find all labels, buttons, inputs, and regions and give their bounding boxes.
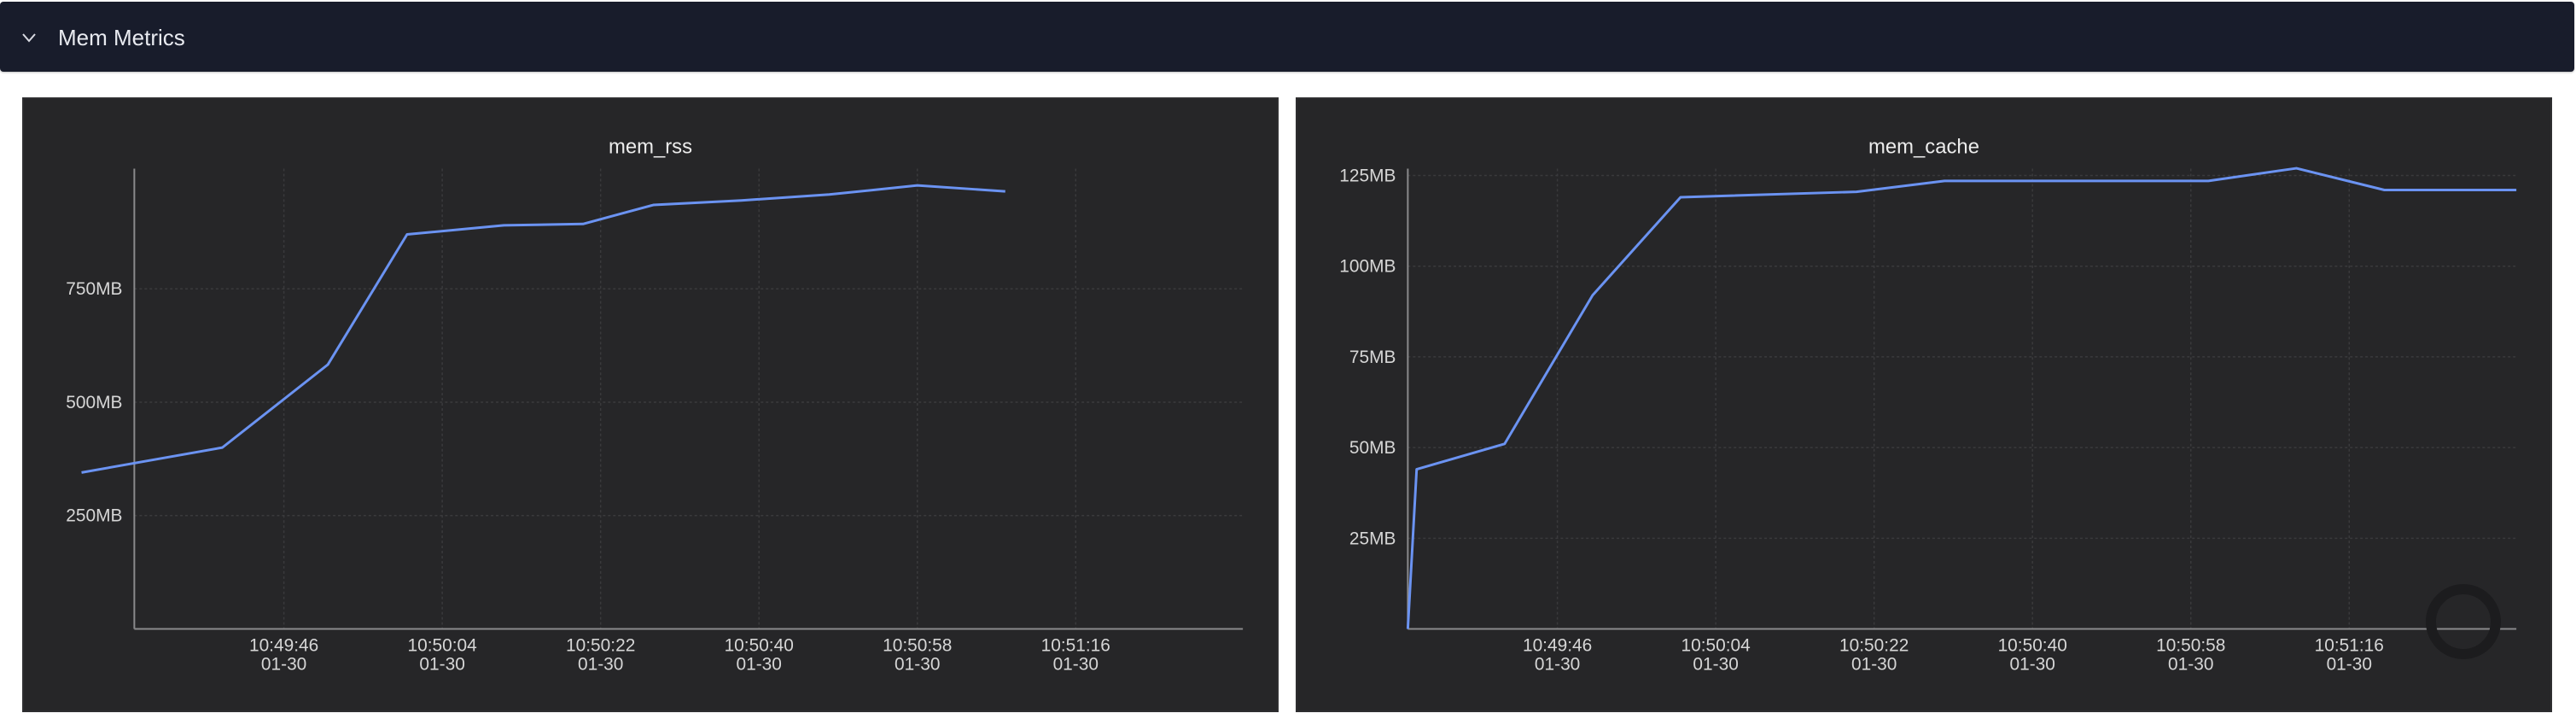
x-tick-label: 10:50:22 01-30 xyxy=(566,635,635,674)
chart-panel-mem-rss: mem_rss 250MB 500MB 750MB 10:49:46 01-30 10:50… xyxy=(22,97,1279,712)
y-tick-label: 75MB xyxy=(1349,348,1396,367)
y-tick-label: 50MB xyxy=(1349,438,1396,458)
chart-panel-mem-cache: mem_cache 25MB 50MB 75MB 100MB 125MB 10:49:46 0… xyxy=(1296,97,2552,712)
loading-spinner-icon xyxy=(2426,584,2501,659)
chart-title: mem_cache xyxy=(1868,136,1979,159)
series-line xyxy=(1406,167,2517,629)
x-tick-label: 10:50:58 01-30 xyxy=(2156,635,2225,674)
x-tick-label: 10:49:46 01-30 xyxy=(249,635,318,674)
section-title: Mem Metrics xyxy=(58,25,185,50)
series-line xyxy=(81,184,1005,474)
y-tick-label: 125MB xyxy=(1339,166,1396,185)
x-tick-label: 10:50:58 01-30 xyxy=(883,635,952,674)
x-tick-label: 10:50:04 01-30 xyxy=(408,635,477,674)
x-tick-label: 10:50:04 01-30 xyxy=(1681,635,1751,674)
y-tick-label: 25MB xyxy=(1349,529,1396,548)
mem-cache-chart: mem_cache 25MB 50MB 75MB 100MB 125MB 10:49:46 0… xyxy=(1339,136,2517,674)
chevron-down-icon[interactable] xyxy=(19,27,39,48)
x-tick-label: 10:49:46 01-30 xyxy=(1523,635,1592,674)
x-tick-label: 10:50:40 01-30 xyxy=(725,635,794,674)
x-tick-label: 10:51:16 01-30 xyxy=(1041,635,1110,674)
y-tick-label: 500MB xyxy=(66,393,122,412)
y-tick-label: 750MB xyxy=(66,279,122,299)
section-header[interactable]: Mem Metrics xyxy=(0,2,2574,72)
chart-title: mem_rss xyxy=(609,136,692,159)
x-tick-label: 10:51:16 01-30 xyxy=(2315,635,2384,674)
mem-rss-chart: mem_rss 250MB 500MB 750MB 10:49:46 01-30 10:50… xyxy=(66,136,1244,674)
x-tick-label: 10:50:22 01-30 xyxy=(1839,635,1909,674)
y-tick-label: 100MB xyxy=(1339,257,1396,277)
x-tick-label: 10:50:40 01-30 xyxy=(1998,635,2067,674)
y-tick-label: 250MB xyxy=(66,506,122,526)
